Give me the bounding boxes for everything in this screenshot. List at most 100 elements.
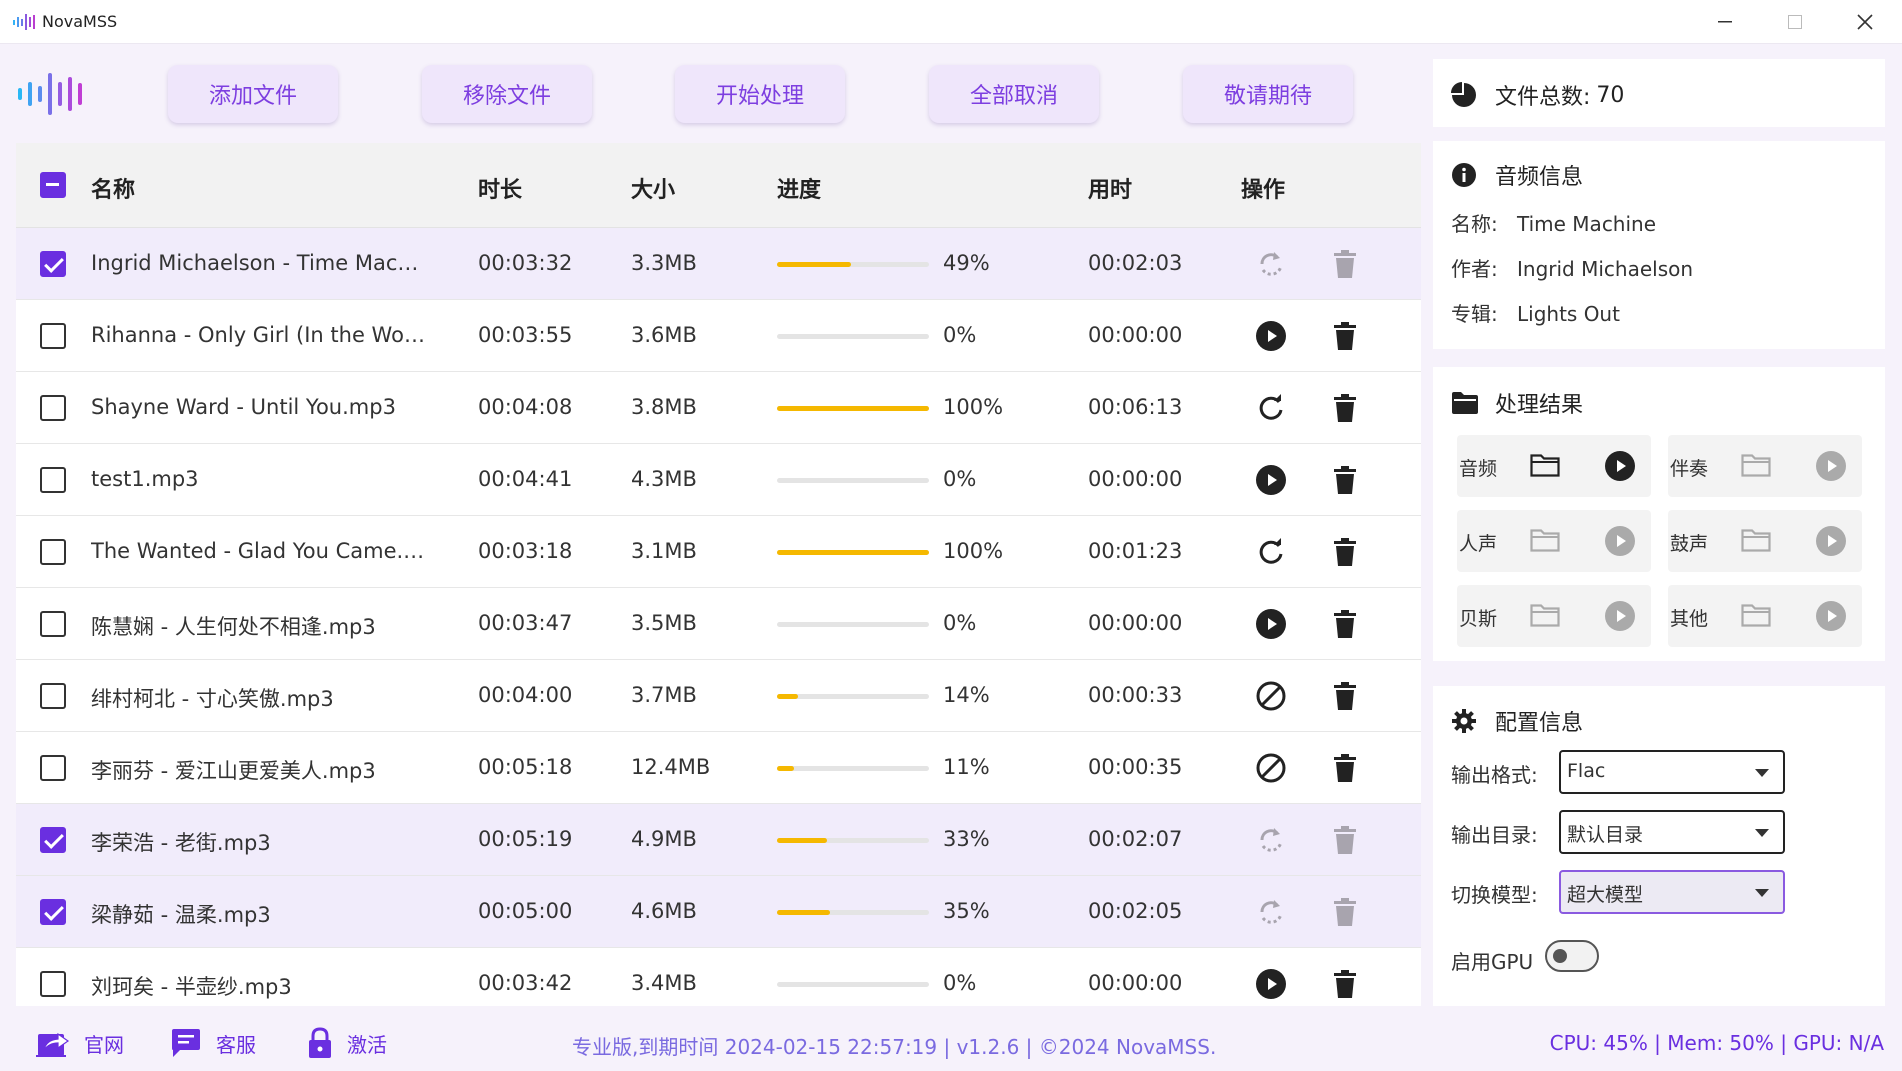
retry-icon[interactable] xyxy=(1255,536,1287,568)
row-checkbox[interactable] xyxy=(40,539,66,565)
support-link[interactable]: 客服 xyxy=(170,1020,256,1066)
trash-icon[interactable] xyxy=(1332,753,1358,783)
file-size: 3.5MB xyxy=(631,611,697,635)
file-name: The Wanted - Glad You Came.… xyxy=(91,539,425,563)
row-checkbox[interactable] xyxy=(40,251,66,277)
row-checkbox[interactable] xyxy=(40,611,66,637)
minimize-button[interactable] xyxy=(1705,8,1745,36)
close-button[interactable] xyxy=(1845,8,1885,36)
trash-icon[interactable] xyxy=(1332,321,1358,351)
share-icon xyxy=(36,1032,70,1057)
play-icon[interactable] xyxy=(1815,600,1847,632)
coming-soon-button[interactable]: 敬请期待 xyxy=(1183,65,1353,123)
play-icon[interactable] xyxy=(1604,450,1636,482)
table-row[interactable]: The Wanted - Glad You Came.… 00:03:18 3.1M… xyxy=(16,516,1421,588)
progress-percent: 14% xyxy=(943,683,990,707)
play-icon[interactable] xyxy=(1815,450,1847,482)
chevron-down-icon xyxy=(1755,829,1769,837)
folder-icon[interactable] xyxy=(1530,453,1560,477)
cancel-icon[interactable] xyxy=(1255,680,1287,712)
play-icon[interactable] xyxy=(1815,525,1847,557)
model-select[interactable]: 超大模型 xyxy=(1559,870,1785,914)
row-checkbox[interactable] xyxy=(40,755,66,781)
trash-icon[interactable] xyxy=(1332,249,1358,279)
trash-icon[interactable] xyxy=(1332,897,1358,927)
table-row[interactable]: test1.mp3 00:04:41 4.3MB 0% 00:00:00 xyxy=(16,444,1421,516)
chevron-down-icon xyxy=(1755,889,1769,897)
progress-fill xyxy=(777,406,929,411)
start-processing-button[interactable]: 开始处理 xyxy=(675,65,845,123)
table-row[interactable]: 李荣浩 - 老街.mp3 00:05:19 4.9MB 33% 00:02:07 xyxy=(16,804,1421,876)
folder-icon[interactable] xyxy=(1530,528,1560,552)
processing-icon[interactable] xyxy=(1255,896,1287,928)
website-link-label: 官网 xyxy=(84,1032,124,1057)
folder-icon[interactable] xyxy=(1741,528,1771,552)
activate-link[interactable]: 激活 xyxy=(307,1020,387,1066)
file-duration: 00:05:18 xyxy=(478,755,573,779)
trash-icon[interactable] xyxy=(1332,681,1358,711)
header-duration: 时长 xyxy=(478,178,523,203)
trash-icon[interactable] xyxy=(1332,537,1358,567)
processing-icon[interactable] xyxy=(1255,824,1287,856)
progress-bar xyxy=(777,622,929,627)
table-row[interactable]: 梁静茹 - 温柔.mp3 00:05:00 4.6MB 35% 00:02:05 xyxy=(16,876,1421,948)
result-label: 人声 xyxy=(1459,533,1498,555)
progress-percent: 35% xyxy=(943,899,990,923)
trash-icon[interactable] xyxy=(1332,609,1358,639)
row-checkbox[interactable] xyxy=(40,899,66,925)
table-row[interactable]: 绯村柯北 - 寸心笑傲.mp3 00:04:00 3.7MB 14% 00:00:33 xyxy=(16,660,1421,732)
play-icon[interactable] xyxy=(1255,968,1287,1000)
file-size: 4.3MB xyxy=(631,467,697,491)
summary-card: 文件总数: 70 xyxy=(1433,59,1885,127)
output-format-select[interactable]: Flac xyxy=(1559,750,1785,794)
row-checkbox[interactable] xyxy=(40,467,66,493)
output-dir-select[interactable]: 默认目录 xyxy=(1559,810,1785,854)
folder-icon[interactable] xyxy=(1530,603,1560,627)
trash-icon[interactable] xyxy=(1332,825,1358,855)
audio-info-title: 音频信息 xyxy=(1495,165,1584,190)
file-name: 李丽芬 - 爱江山更爱美人.mp3 xyxy=(91,759,376,783)
table-row[interactable]: 陈慧娴 - 人生何处不相逢.mp3 00:03:47 3.5MB 0% 00:00:00 xyxy=(16,588,1421,660)
progress-bar xyxy=(777,478,929,483)
table-row[interactable]: Shayne Ward - Until You.mp3 00:04:08 3.8MB… xyxy=(16,372,1421,444)
audio-name-row: 名称: Time Machine xyxy=(1451,212,1657,236)
file-duration: 00:03:42 xyxy=(478,971,573,995)
progress-fill xyxy=(777,910,831,915)
row-checkbox[interactable] xyxy=(40,323,66,349)
remove-files-button[interactable]: 移除文件 xyxy=(422,65,592,123)
maximize-button[interactable] xyxy=(1775,8,1815,36)
gpu-toggle[interactable] xyxy=(1545,940,1599,972)
retry-icon[interactable] xyxy=(1255,392,1287,424)
select-all-checkbox[interactable] xyxy=(40,172,66,198)
result-label: 伴奏 xyxy=(1670,458,1709,480)
trash-icon[interactable] xyxy=(1332,465,1358,495)
table-row[interactable]: 刘珂矣 - 半壶纱.mp3 00:03:42 3.4MB 0% 00:00:00 xyxy=(16,948,1421,1006)
progress-percent: 100% xyxy=(943,395,1004,419)
row-checkbox[interactable] xyxy=(40,395,66,421)
folder-icon[interactable] xyxy=(1741,603,1771,627)
add-files-button[interactable]: 添加文件 xyxy=(168,65,338,123)
trash-icon[interactable] xyxy=(1332,393,1358,423)
website-link[interactable]: 官网 xyxy=(36,1020,124,1066)
play-icon[interactable] xyxy=(1255,608,1287,640)
row-checkbox[interactable] xyxy=(40,971,66,997)
processing-icon[interactable] xyxy=(1255,248,1287,280)
folder-icon[interactable] xyxy=(1741,453,1771,477)
output-dir-value: 默认目录 xyxy=(1567,824,1644,846)
trash-icon[interactable] xyxy=(1332,969,1358,999)
table-row[interactable]: 李丽芬 - 爱江山更爱美人.mp3 00:05:18 12.4MB 11% 00:00:… xyxy=(16,732,1421,804)
table-row[interactable]: Rihanna - Only Girl (In the Wo… 00:03:55 3… xyxy=(16,300,1421,372)
row-checkbox[interactable] xyxy=(40,683,66,709)
play-icon[interactable] xyxy=(1604,525,1636,557)
cancel-all-button[interactable]: 全部取消 xyxy=(929,65,1099,123)
file-duration: 00:03:32 xyxy=(478,251,573,275)
play-icon[interactable] xyxy=(1255,464,1287,496)
file-duration: 00:03:47 xyxy=(478,611,573,635)
result-label: 鼓声 xyxy=(1670,533,1709,555)
table-row[interactable]: Ingrid Michaelson - Time Mac… 00:03:32 3.3… xyxy=(16,228,1421,300)
row-checkbox[interactable] xyxy=(40,827,66,853)
audio-album-value: Lights Out xyxy=(1517,302,1620,326)
cancel-icon[interactable] xyxy=(1255,752,1287,784)
play-icon[interactable] xyxy=(1255,320,1287,352)
play-icon[interactable] xyxy=(1604,600,1636,632)
